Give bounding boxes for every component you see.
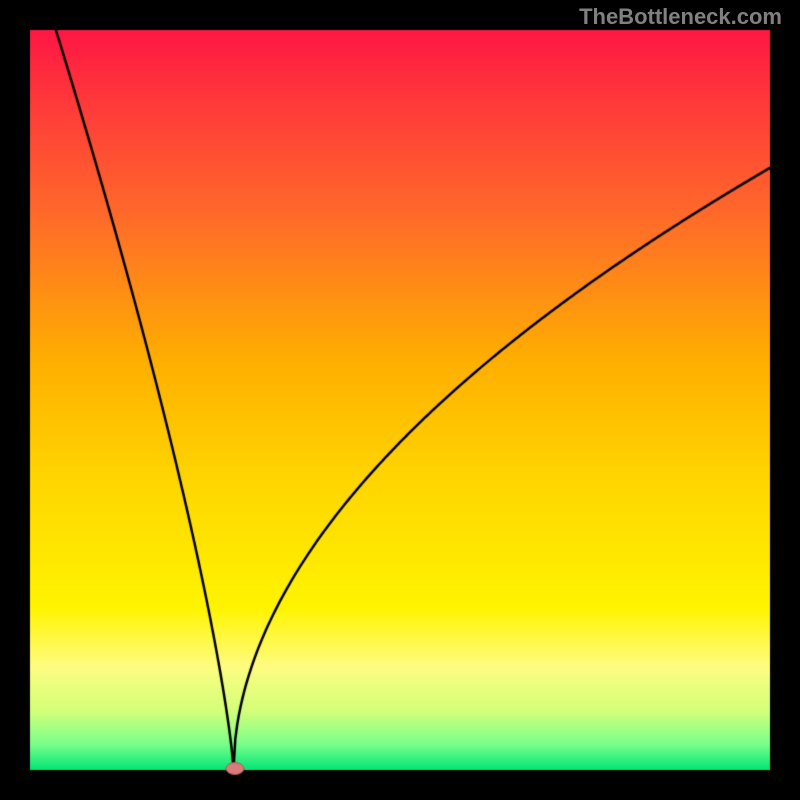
bottleneck-chart [0,0,800,800]
watermark-label: TheBottleneck.com [579,4,782,30]
